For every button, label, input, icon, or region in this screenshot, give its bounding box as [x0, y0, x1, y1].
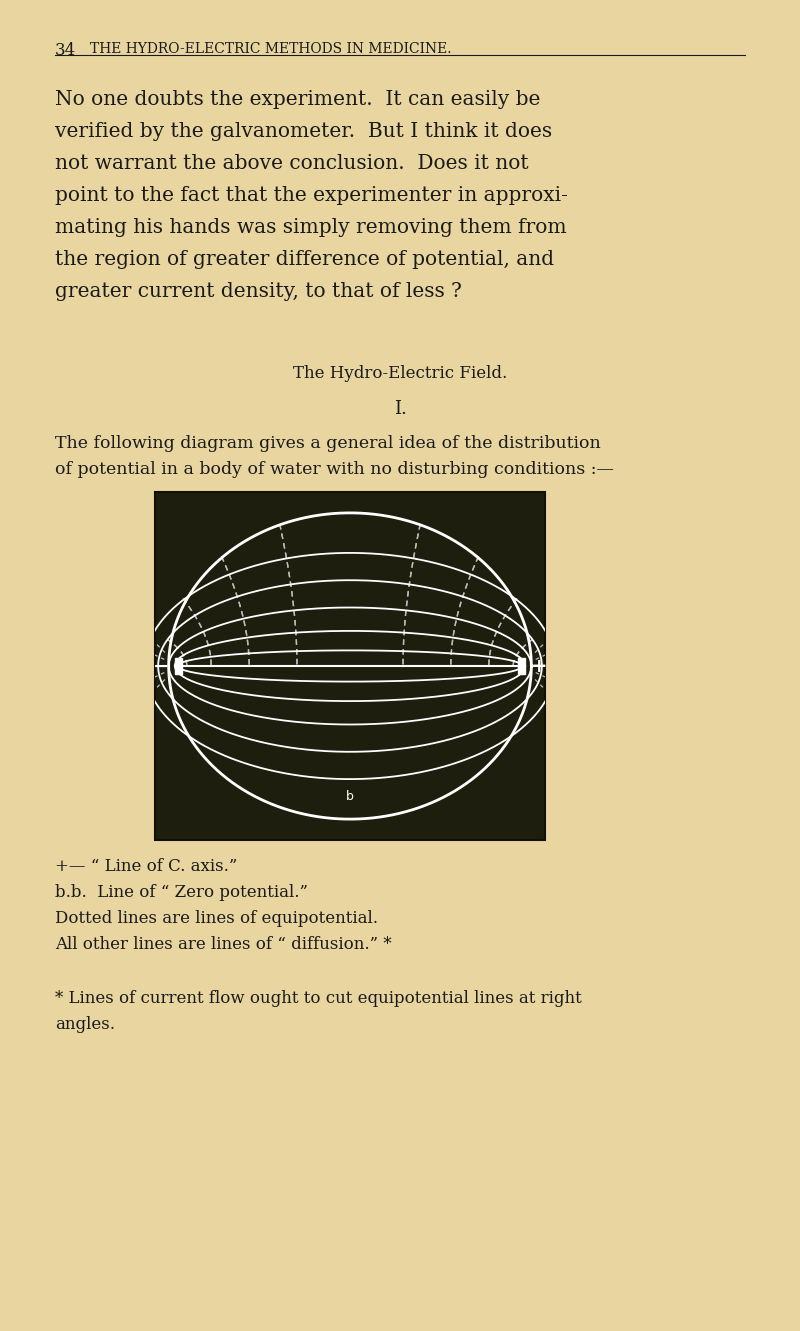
Text: +: + [531, 656, 547, 676]
Text: of potential in a body of water with no disturbing conditions :—: of potential in a body of water with no … [55, 461, 614, 478]
Text: −: − [153, 656, 169, 676]
Text: The Hydro-Electric Field.: The Hydro-Electric Field. [293, 365, 507, 382]
Text: the region of greater difference of potential, and: the region of greater difference of pote… [55, 250, 554, 269]
Text: 34: 34 [55, 43, 76, 59]
Text: angles.: angles. [55, 1016, 115, 1033]
Text: mating his hands was simply removing them from: mating his hands was simply removing the… [55, 218, 566, 237]
Bar [175, 659, 182, 673]
Text: verified by the galvanometer.  But I think it does: verified by the galvanometer. But I thin… [55, 122, 552, 141]
Text: I.: I. [394, 401, 406, 418]
Text: THE HYDRO-ELECTRIC METHODS IN MEDICINE.: THE HYDRO-ELECTRIC METHODS IN MEDICINE. [90, 43, 451, 56]
Text: not warrant the above conclusion.  Does it not: not warrant the above conclusion. Does i… [55, 154, 529, 173]
Text: greater current density, to that of less ?: greater current density, to that of less… [55, 282, 462, 301]
Bar [518, 659, 525, 673]
Text: Dotted lines are lines of equipotential.: Dotted lines are lines of equipotential. [55, 910, 378, 926]
Text: +— “ Line of C. axis.”: +— “ Line of C. axis.” [55, 858, 238, 874]
Text: point to the fact that the experimenter in approxi-: point to the fact that the experimenter … [55, 186, 568, 205]
Text: * Lines of current flow ought to cut equipotential lines at right: * Lines of current flow ought to cut equ… [55, 990, 582, 1008]
Text: All other lines are lines of “ diffusion.” *: All other lines are lines of “ diffusion… [55, 936, 392, 953]
Text: b: b [346, 789, 354, 803]
Text: The following diagram gives a general idea of the distribution: The following diagram gives a general id… [55, 435, 601, 453]
Text: No one doubts the experiment.  It can easily be: No one doubts the experiment. It can eas… [55, 91, 540, 109]
Bar [155, 492, 545, 840]
Text: b.b.  Line of “ Zero potential.”: b.b. Line of “ Zero potential.” [55, 884, 308, 901]
